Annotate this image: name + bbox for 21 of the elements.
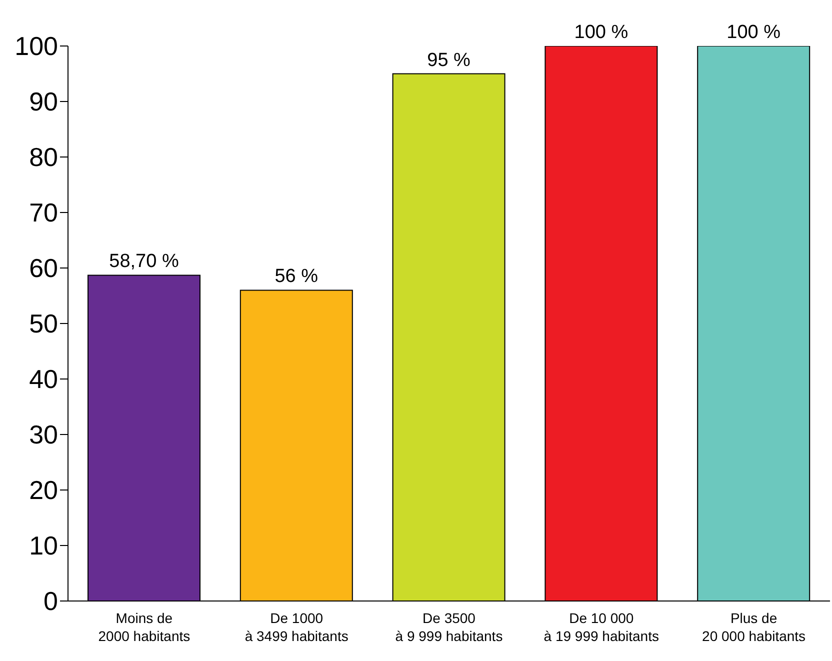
- y-tick-label: 60: [29, 253, 58, 284]
- y-tick-label: 0: [44, 586, 58, 616]
- data-label: 56 %: [274, 266, 318, 288]
- y-tick-label: 100: [14, 31, 58, 62]
- data-label: 100 %: [726, 22, 781, 43]
- y-tick-label: 30: [29, 420, 58, 450]
- y-tick-label: 40: [29, 364, 58, 394]
- x-tick-label: De 3500 à 9 999 habitants: [395, 610, 503, 644]
- x-tick-label: Moins de 2000 habitants: [98, 610, 190, 644]
- y-tick-label: 80: [29, 142, 58, 172]
- y-tick-label: 10: [29, 530, 58, 561]
- y-tick-label: 90: [29, 86, 58, 117]
- data-label: 100 %: [574, 22, 628, 43]
- x-tick-label: Plus de 20 000 habitants: [702, 610, 806, 644]
- y-tick-label: 20: [29, 475, 58, 506]
- data-label: 95 %: [427, 50, 471, 71]
- y-tick-label: 50: [29, 308, 58, 339]
- y-tick-label: 70: [29, 198, 58, 228]
- data-label: 58,70 %: [109, 251, 179, 272]
- x-tick-label: De 10 000 à 19 999 habitants: [544, 610, 660, 644]
- x-tick-label: De 1000 à 3499 habitants: [244, 610, 348, 644]
